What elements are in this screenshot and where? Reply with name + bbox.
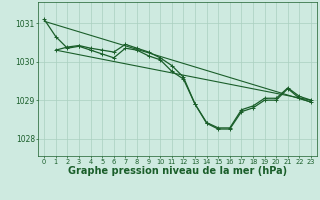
X-axis label: Graphe pression niveau de la mer (hPa): Graphe pression niveau de la mer (hPa) (68, 166, 287, 176)
